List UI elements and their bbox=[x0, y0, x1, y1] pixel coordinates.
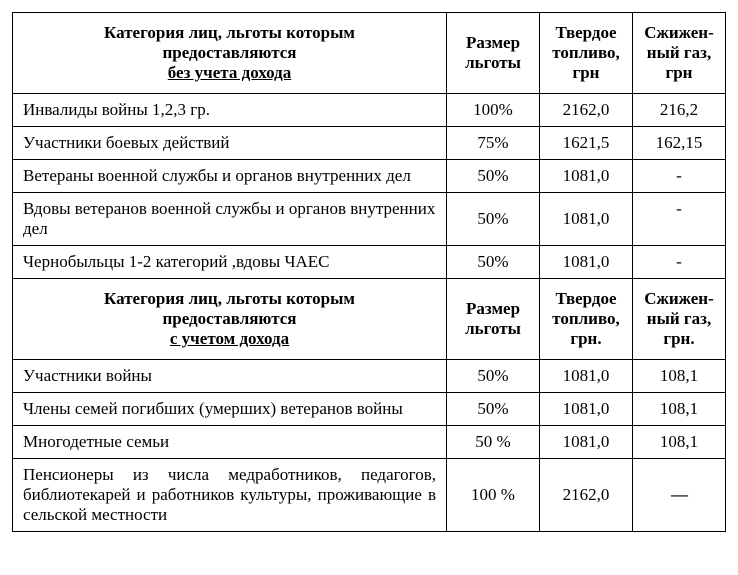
header-text: топливо, bbox=[552, 309, 620, 328]
header-text: грн. bbox=[663, 329, 694, 348]
header-text: топливо, bbox=[552, 43, 620, 62]
header-text: предоставляются bbox=[162, 309, 296, 328]
benefits-table: Категория лиц, льготы которым предоставл… bbox=[12, 12, 726, 532]
table-row: Чернобыльцы 1-2 категорий ,вдовы ЧАЕС 50… bbox=[13, 246, 726, 279]
fuel-cell: 1081,0 bbox=[540, 360, 633, 393]
header-text: Категория лиц, льготы которым bbox=[104, 23, 355, 42]
gas-cell: - bbox=[633, 246, 726, 279]
table-row: Участники войны 50% 1081,0 108,1 bbox=[13, 360, 726, 393]
gas-cell: 108,1 bbox=[633, 393, 726, 426]
header-underline: без учета дохода bbox=[168, 63, 291, 82]
header-underline: с учетом дохода bbox=[170, 329, 289, 348]
size-cell: 50 % bbox=[447, 426, 540, 459]
gas-cell: - bbox=[633, 193, 726, 246]
section2-size-header: Размер льготы bbox=[447, 279, 540, 360]
table-row: Инвалиды войны 1,2,3 гр. 100% 2162,0 216… bbox=[13, 94, 726, 127]
size-cell: 50% bbox=[447, 360, 540, 393]
section1-category-header: Категория лиц, льготы которым предоставл… bbox=[13, 13, 447, 94]
section2-header-row: Категория лиц, льготы которым предоставл… bbox=[13, 279, 726, 360]
gas-cell: 108,1 bbox=[633, 426, 726, 459]
header-text: Твердое bbox=[555, 289, 616, 308]
size-cell: 75% bbox=[447, 127, 540, 160]
header-text: льготы bbox=[465, 53, 521, 72]
section2-category-header: Категория лиц, льготы которым предоставл… bbox=[13, 279, 447, 360]
table-row: Члены семей погибших (умерших) ветеранов… bbox=[13, 393, 726, 426]
header-text: Размер bbox=[466, 33, 520, 52]
header-text: Твердое bbox=[555, 23, 616, 42]
fuel-cell: 1081,0 bbox=[540, 426, 633, 459]
section1-header-row: Категория лиц, льготы которым предоставл… bbox=[13, 13, 726, 94]
header-text: ный газ, bbox=[647, 309, 711, 328]
header-text: Размер bbox=[466, 299, 520, 318]
fuel-cell: 1081,0 bbox=[540, 246, 633, 279]
section1-fuel-header: Твердое топливо, грн bbox=[540, 13, 633, 94]
category-cell: Участники боевых действий bbox=[13, 127, 447, 160]
fuel-cell: 1081,0 bbox=[540, 193, 633, 246]
section1-gas-header: Сжижен- ный газ, грн bbox=[633, 13, 726, 94]
fuel-cell: 2162,0 bbox=[540, 94, 633, 127]
table-row: Участники боевых действий 75% 1621,5 162… bbox=[13, 127, 726, 160]
table-row: Вдовы ветеранов военной службы и органов… bbox=[13, 193, 726, 246]
category-cell: Многодетные семьи bbox=[13, 426, 447, 459]
table-row: Пенсионеры из числа медработников, педаг… bbox=[13, 459, 726, 532]
header-text: грн bbox=[666, 63, 693, 82]
category-cell: Вдовы ветеранов военной службы и органов… bbox=[13, 193, 447, 246]
category-cell: Члены семей погибших (умерших) ветеранов… bbox=[13, 393, 447, 426]
size-cell: 100 % bbox=[447, 459, 540, 532]
emdash: — bbox=[671, 485, 687, 504]
section2-fuel-header: Твердое топливо, грн. bbox=[540, 279, 633, 360]
category-cell: Участники войны bbox=[13, 360, 447, 393]
category-cell: Ветераны военной службы и органов внутре… bbox=[13, 160, 447, 193]
fuel-cell: 1621,5 bbox=[540, 127, 633, 160]
header-text: Категория лиц, льготы которым bbox=[104, 289, 355, 308]
header-text: ный газ, bbox=[647, 43, 711, 62]
size-cell: 50% bbox=[447, 246, 540, 279]
header-text: Сжижен- bbox=[644, 23, 714, 42]
gas-cell: - bbox=[633, 160, 726, 193]
section2-gas-header: Сжижен- ный газ, грн. bbox=[633, 279, 726, 360]
category-cell: Пенсионеры из числа медработников, педаг… bbox=[13, 459, 447, 532]
table-row: Ветераны военной службы и органов внутре… bbox=[13, 160, 726, 193]
header-text: Сжижен- bbox=[644, 289, 714, 308]
fuel-cell: 1081,0 bbox=[540, 393, 633, 426]
gas-cell: 216,2 bbox=[633, 94, 726, 127]
category-cell: Инвалиды войны 1,2,3 гр. bbox=[13, 94, 447, 127]
gas-cell: — bbox=[633, 459, 726, 532]
size-cell: 50% bbox=[447, 393, 540, 426]
header-text: грн. bbox=[570, 329, 601, 348]
header-text: грн bbox=[573, 63, 600, 82]
section1-size-header: Размер льготы bbox=[447, 13, 540, 94]
fuel-cell: 1081,0 bbox=[540, 160, 633, 193]
size-cell: 100% bbox=[447, 94, 540, 127]
category-cell: Чернобыльцы 1-2 категорий ,вдовы ЧАЕС bbox=[13, 246, 447, 279]
size-cell: 50% bbox=[447, 160, 540, 193]
table-row: Многодетные семьи 50 % 1081,0 108,1 bbox=[13, 426, 726, 459]
gas-cell: 162,15 bbox=[633, 127, 726, 160]
fuel-cell: 2162,0 bbox=[540, 459, 633, 532]
size-cell: 50% bbox=[447, 193, 540, 246]
header-text: предоставляются bbox=[162, 43, 296, 62]
header-text: льготы bbox=[465, 319, 521, 338]
gas-cell: 108,1 bbox=[633, 360, 726, 393]
